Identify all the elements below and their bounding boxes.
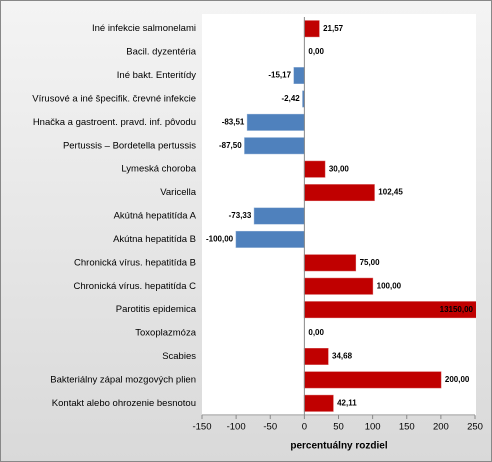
value-label: 34,68: [332, 352, 353, 361]
y-tick-label: Iné infekcie salmonelami: [92, 23, 196, 34]
x-axis-title: percentuálny rozdiel: [290, 441, 387, 452]
x-tick-label: -150: [192, 422, 211, 433]
y-tick-label: Scabies: [162, 351, 196, 362]
value-label: -2,42: [281, 94, 300, 103]
y-tick-label: Chronická vírus. hepatitída C: [73, 281, 196, 292]
x-tick-label: -50: [263, 422, 277, 433]
y-tick-label: Pertussis – Bordetella pertussis: [63, 140, 196, 151]
value-label: 100,00: [377, 281, 402, 290]
bar: [303, 184, 375, 202]
value-label: 75,00: [360, 258, 381, 267]
y-tick-label: Akútná hepatitída A: [114, 211, 197, 222]
y-tick-label: Toxoplazmóza: [135, 328, 196, 339]
y-tick-label: Vírusové a iné špecifik. črevné infekcie: [32, 93, 196, 104]
x-tick-label: -100: [227, 422, 246, 433]
bar: [303, 160, 326, 178]
y-tick-label: Iné bakt. Enteritídy: [117, 70, 196, 81]
bar: [303, 348, 329, 365]
value-label: -15,17: [268, 71, 291, 80]
bar: [303, 20, 320, 38]
bar: [303, 371, 442, 389]
y-tick-label: Kontakt alebo ohrozenie besnotou: [52, 398, 196, 409]
value-label: -100,00: [206, 235, 234, 244]
x-tick-label: 50: [333, 422, 344, 433]
value-label: 13150,00: [440, 305, 474, 314]
value-label: 0,00: [308, 47, 324, 56]
x-tick-label: 100: [365, 422, 381, 433]
y-tick-label: Bacil. dyzentéria: [126, 47, 196, 58]
value-label: 102,45: [378, 188, 403, 197]
value-label: 0,00: [308, 328, 324, 337]
y-tick-label: Varicella: [160, 187, 196, 198]
value-label: -73,33: [229, 211, 252, 220]
value-label: -87,50: [219, 141, 242, 150]
value-label: 30,00: [329, 164, 350, 173]
y-tick-label: Bakteriálny zápal mozgových plien: [50, 374, 196, 385]
x-tick-label: 0: [302, 422, 307, 433]
x-tick-label: 150: [399, 422, 415, 433]
value-label: -83,51: [222, 117, 245, 126]
bar: [244, 137, 305, 155]
bar: [303, 277, 374, 295]
y-tick-label: Parotitis epidemica: [116, 304, 197, 315]
bar: [303, 394, 334, 412]
bar: [303, 254, 357, 272]
y-tick-label: Akútna hepatitída B: [113, 234, 196, 245]
y-tick-label: Chronická vírus. hepatitída B: [74, 257, 196, 268]
bar: [293, 67, 305, 84]
value-label: 42,11: [337, 398, 357, 407]
bar: [235, 230, 305, 248]
plot-area: [202, 14, 476, 416]
x-tick-label: 250: [467, 422, 483, 433]
bar: [246, 113, 305, 131]
bar: [253, 207, 305, 225]
y-tick-label: Hnačka a gastroent. pravd. inf. pôvodu: [33, 117, 196, 128]
y-tick-label: Lymeská choroba: [121, 164, 196, 175]
x-tick-label: 200: [433, 422, 449, 433]
value-label: 21,57: [323, 24, 344, 33]
value-label: 200,00: [445, 375, 470, 384]
